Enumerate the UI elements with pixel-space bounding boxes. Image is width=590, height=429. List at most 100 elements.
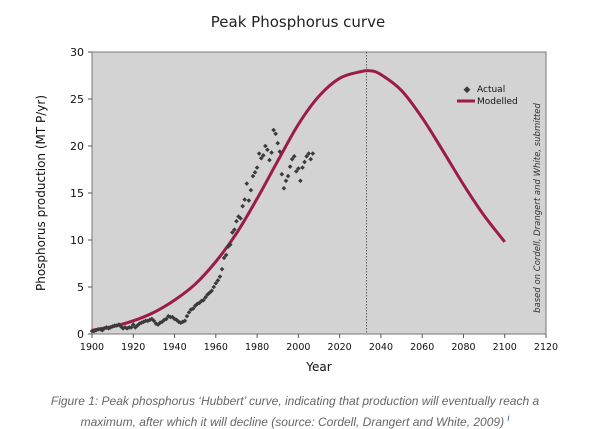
data-point-actual (182, 318, 188, 324)
data-point-actual (137, 321, 142, 326)
data-point-actual (250, 173, 256, 179)
data-point-actual (130, 322, 136, 327)
data-point-actual (128, 325, 134, 330)
data-point-actual (310, 151, 316, 156)
data-point-actual (174, 317, 179, 323)
legend-label-actual: Actual (477, 85, 505, 95)
data-point-actual (242, 197, 248, 202)
data-point-actual (254, 165, 260, 170)
data-point-actual (289, 156, 295, 162)
data-point-actual (269, 150, 274, 155)
data-point-actual (287, 164, 293, 169)
x-tick-label: 1940 (162, 342, 186, 353)
x-tick-label: 2060 (410, 342, 434, 353)
data-point-actual (133, 325, 138, 330)
legend-marker-actual: ◆ (464, 85, 471, 95)
data-point-actual (267, 157, 272, 163)
data-point-actual (240, 203, 245, 209)
data-point-actual (227, 242, 233, 247)
data-point-actual (275, 140, 281, 146)
data-point-actual (201, 297, 206, 303)
data-point-actual (139, 320, 144, 326)
data-point-actual (300, 165, 305, 170)
y-tick-label: 10 (70, 234, 84, 247)
data-point-actual (172, 316, 177, 322)
data-point-actual (135, 323, 140, 328)
data-point-actual (271, 127, 276, 133)
x-tick-label: 1960 (204, 342, 228, 353)
data-point-actual (256, 151, 262, 156)
y-tick-label: 5 (77, 281, 84, 294)
data-point-actual (302, 159, 307, 165)
data-point-actual (145, 318, 151, 324)
x-tick-label: 2100 (493, 342, 517, 353)
data-point-actual (304, 154, 309, 159)
y-axis-label: Phosphorus production (MT P/yr) (34, 95, 48, 291)
data-point-actual (209, 288, 214, 294)
x-tick-label: 1900 (80, 342, 104, 353)
data-point-actual (291, 154, 297, 159)
data-point-actual (207, 290, 212, 295)
data-point-actual (223, 252, 229, 258)
data-point-actual (110, 324, 115, 329)
data-point-actual (244, 181, 250, 186)
axes-layer: 1900 1920 1940 1960 1980 2000 2020 2040 2060 2080… (70, 46, 558, 353)
data-point-actual (163, 316, 169, 322)
y-tick-label: 25 (70, 93, 84, 106)
data-point-actual (258, 155, 264, 161)
y-tick-label: 30 (70, 46, 84, 59)
data-point-actual (260, 153, 266, 158)
data-point-actual (296, 166, 301, 171)
data-point-actual (283, 178, 289, 184)
data-point-actual (230, 230, 235, 235)
data-point-actual (248, 187, 254, 193)
figure-caption-line-1: Figure 1: Peak phosphorus ‘Hubbert’ curv… (50, 394, 540, 408)
data-point-actual (273, 131, 278, 137)
data-point-actual (205, 292, 210, 297)
reference-link[interactable]: i (507, 413, 510, 423)
data-point-actual (114, 323, 120, 328)
x-tick-label: 1980 (245, 342, 269, 353)
x-tick-label: 2120 (534, 342, 558, 353)
data-point-actual (221, 255, 227, 261)
source-note: based on Cordell, Drangert and White, su… (533, 103, 543, 313)
data-point-actual (197, 300, 202, 306)
data-point-actual (294, 169, 299, 174)
data-point-actual (277, 149, 283, 154)
x-tick-label: 2040 (369, 342, 393, 353)
data-point-actual (170, 314, 175, 320)
series-layer (89, 69, 506, 334)
data-point-actual (285, 173, 291, 179)
data-point-actual (238, 216, 243, 221)
data-point-actual (279, 171, 285, 177)
data-point-actual (166, 313, 171, 319)
legend-label-modelled: Modelled (477, 97, 518, 107)
data-point-actual (184, 313, 190, 319)
data-point-actual (151, 318, 157, 324)
data-point-actual (234, 218, 239, 224)
data-point-actual (180, 319, 186, 325)
data-point-actual (97, 327, 103, 332)
data-point-actual (147, 317, 153, 323)
data-point-actual (108, 325, 113, 330)
data-point-actual (215, 278, 221, 283)
data-point-actual (246, 198, 252, 203)
x-tick-label: 1920 (121, 342, 145, 353)
x-tick-label: 2000 (286, 342, 310, 353)
x-axis-label: Year (305, 360, 331, 374)
data-point-actual (265, 147, 270, 153)
data-point-actual (149, 316, 155, 322)
data-point-actual (194, 301, 200, 307)
y-tick-label: 0 (77, 328, 84, 341)
data-point-actual (211, 284, 217, 290)
data-point-actual (186, 310, 192, 315)
data-point-actual (298, 178, 303, 184)
figure-caption-line-2: maximum, after which it will decline (so… (0, 413, 590, 429)
data-point-actual (306, 151, 311, 156)
data-point-actual (232, 227, 237, 232)
series-line-modelled (91, 69, 506, 332)
y-tick-label: 20 (70, 140, 84, 153)
data-point-actual (225, 244, 231, 249)
peak-phosphorus-chart: Peak Phosphorus curve 1900 1920 1940 1960 19… (34, 13, 558, 374)
data-point-actual (199, 298, 204, 304)
